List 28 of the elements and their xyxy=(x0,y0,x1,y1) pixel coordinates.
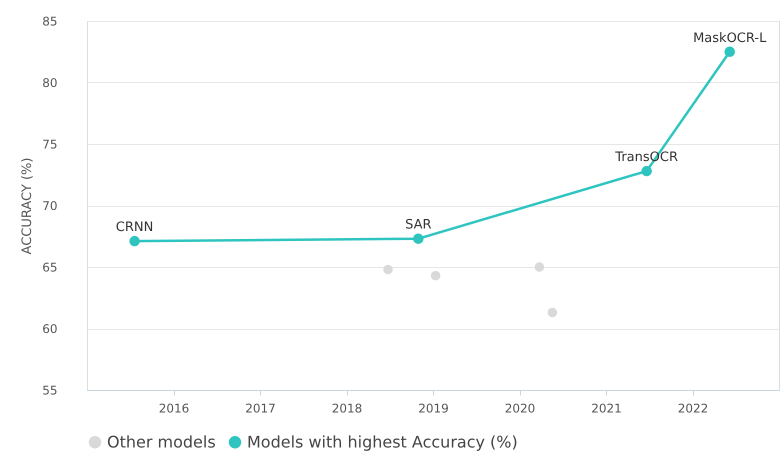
point xyxy=(641,166,652,176)
x-tick-label: 2018 xyxy=(332,402,362,416)
x-tick-label: 2017 xyxy=(245,402,276,416)
legend-label: Other models xyxy=(107,432,216,452)
y-tick-label: 55 xyxy=(42,384,58,398)
y-tick-label: 60 xyxy=(42,322,58,336)
y-tick-label: 75 xyxy=(42,138,58,152)
point xyxy=(129,236,140,246)
point xyxy=(724,46,735,57)
point xyxy=(413,233,424,244)
x-tick-label: 2022 xyxy=(678,402,708,416)
legend-label: Models with highest Accuracy (%) xyxy=(247,432,518,452)
annotation: MaskOCR-L xyxy=(693,30,768,46)
y-axis-title: ACCURACY (%) xyxy=(20,158,36,254)
point xyxy=(534,262,544,272)
annotation: SAR xyxy=(405,218,432,233)
y-tick-label: 85 xyxy=(42,14,58,28)
x-tick-label: 2016 xyxy=(158,402,190,416)
y-tick-label: 80 xyxy=(42,76,58,90)
y-tick-label: 70 xyxy=(42,199,58,213)
x-tick-label: 2021 xyxy=(591,402,622,416)
point xyxy=(548,308,558,318)
x-tick-label: 2019 xyxy=(418,402,449,416)
y-tick-label: 65 xyxy=(42,260,58,274)
x-tick-label: 2020 xyxy=(504,402,536,416)
point xyxy=(430,270,440,280)
annotation: CRNN xyxy=(116,220,154,236)
point xyxy=(383,264,393,274)
